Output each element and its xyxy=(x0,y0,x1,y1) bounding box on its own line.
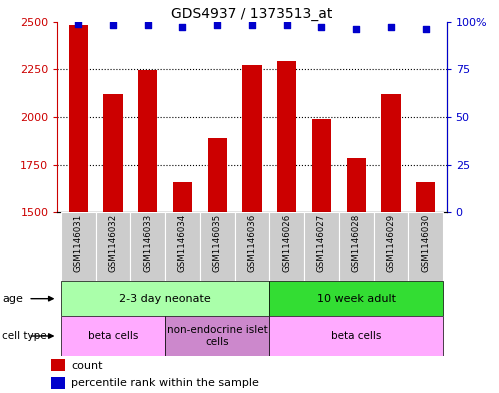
Bar xyxy=(51,359,65,371)
Point xyxy=(317,24,325,31)
Text: 10 week adult: 10 week adult xyxy=(317,294,396,304)
Bar xyxy=(61,316,165,356)
Bar xyxy=(347,158,366,212)
Point xyxy=(422,26,430,32)
Text: beta cells: beta cells xyxy=(331,331,381,341)
Point xyxy=(387,24,395,31)
Text: GSM1146036: GSM1146036 xyxy=(248,214,256,272)
Bar xyxy=(277,61,296,212)
Text: GSM1146026: GSM1146026 xyxy=(282,214,291,272)
Text: cell type: cell type xyxy=(2,331,47,341)
Text: GSM1146033: GSM1146033 xyxy=(143,214,152,272)
Text: non-endocrine islet
cells: non-endocrine islet cells xyxy=(167,325,267,347)
Point xyxy=(109,22,117,29)
Bar xyxy=(130,212,165,281)
Text: GSM1146031: GSM1146031 xyxy=(74,214,83,272)
Bar xyxy=(69,26,88,212)
Text: GSM1146027: GSM1146027 xyxy=(317,214,326,272)
Text: GSM1146030: GSM1146030 xyxy=(421,214,430,272)
Text: count: count xyxy=(71,361,103,371)
Bar xyxy=(138,70,157,212)
Text: GSM1146035: GSM1146035 xyxy=(213,214,222,272)
Text: age: age xyxy=(2,294,23,304)
Bar xyxy=(61,212,96,281)
Point xyxy=(352,26,360,32)
Bar xyxy=(96,212,130,281)
Bar xyxy=(381,94,401,212)
Bar xyxy=(103,94,123,212)
Bar xyxy=(269,212,304,281)
Bar xyxy=(51,377,65,389)
Bar xyxy=(269,316,443,356)
Bar xyxy=(208,138,227,212)
Text: percentile rank within the sample: percentile rank within the sample xyxy=(71,378,259,388)
Bar xyxy=(200,212,235,281)
Point xyxy=(248,22,256,29)
Point xyxy=(283,22,291,29)
Text: 2-3 day neonate: 2-3 day neonate xyxy=(119,294,211,304)
Text: GSM1146028: GSM1146028 xyxy=(352,214,361,272)
Bar xyxy=(173,182,192,212)
Bar xyxy=(416,182,435,212)
Bar xyxy=(243,66,261,212)
Bar xyxy=(165,212,200,281)
Text: beta cells: beta cells xyxy=(88,331,138,341)
Bar xyxy=(304,212,339,281)
Bar xyxy=(312,119,331,212)
Point xyxy=(144,22,152,29)
Text: GSM1146034: GSM1146034 xyxy=(178,214,187,272)
Bar xyxy=(408,212,443,281)
Point xyxy=(179,24,187,31)
Bar xyxy=(61,281,269,316)
Point xyxy=(74,20,82,27)
Bar xyxy=(165,316,269,356)
Bar xyxy=(235,212,269,281)
Text: GSM1146029: GSM1146029 xyxy=(387,214,396,272)
Bar xyxy=(269,281,443,316)
Bar xyxy=(339,212,374,281)
Point xyxy=(213,22,221,29)
Text: GSM1146032: GSM1146032 xyxy=(108,214,117,272)
Title: GDS4937 / 1373513_at: GDS4937 / 1373513_at xyxy=(171,7,333,20)
Bar xyxy=(374,212,408,281)
